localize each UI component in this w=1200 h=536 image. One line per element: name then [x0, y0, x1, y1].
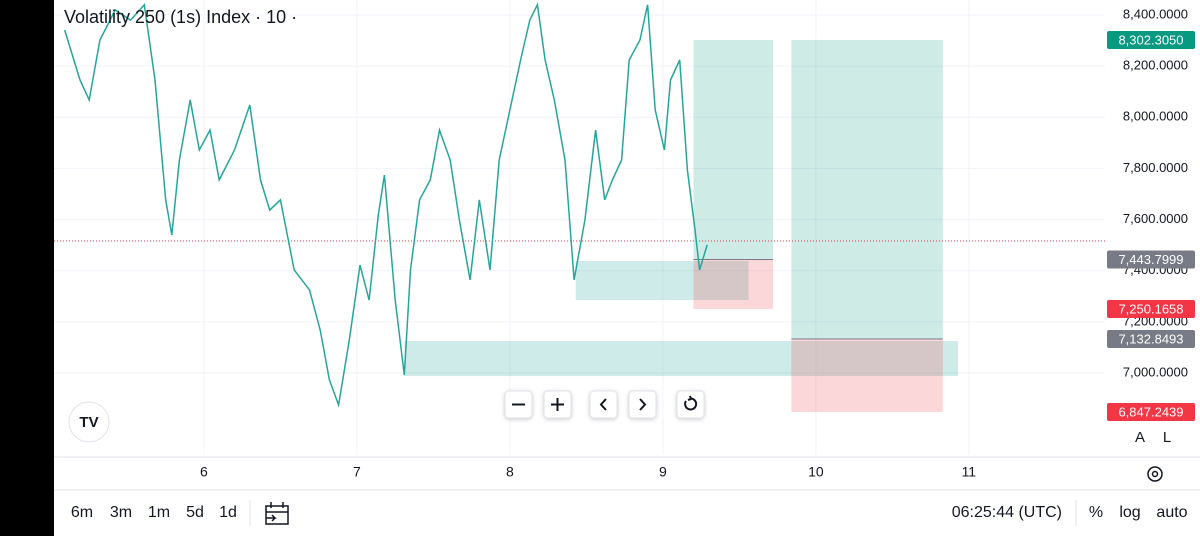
- target-zone: [791, 39, 943, 340]
- date-range-icon[interactable]: [265, 502, 289, 525]
- scale-button[interactable]: [1128, 427, 1152, 449]
- zone: [404, 341, 959, 377]
- y-tick-label: 7,600.0000: [1123, 211, 1188, 226]
- price-tag: [1107, 30, 1195, 49]
- timeframe[interactable]: 1m: [148, 504, 170, 521]
- chart-title: Volatility 250 (1s) Index · 10 ·: [64, 7, 297, 27]
- target-zone: [693, 39, 774, 260]
- logo[interactable]: [68, 401, 110, 443]
- x-tick-label: 7: [353, 464, 361, 480]
- scale-option[interactable]: log: [1119, 504, 1140, 521]
- x-tick-label: 10: [808, 464, 824, 480]
- plot: [54, 0, 1105, 455]
- left-edge: [0, 0, 54, 536]
- zone: [575, 260, 749, 301]
- y-tick-label: 8,200.0000: [1123, 58, 1188, 73]
- scale-button-label[interactable]: A: [1135, 429, 1145, 446]
- price-tag-label: 7,250.1658: [1118, 301, 1183, 316]
- price-tag: [1107, 403, 1195, 422]
- timeframe[interactable]: 1d: [219, 504, 237, 521]
- icon: [639, 398, 647, 411]
- scroll-right[interactable]: [628, 390, 657, 419]
- price-tag: [1107, 300, 1195, 319]
- timeframe[interactable]: 6m: [71, 504, 93, 521]
- x-tick-label: 6: [200, 464, 208, 480]
- scale-option[interactable]: %: [1089, 504, 1103, 521]
- stop-zone: [791, 339, 943, 413]
- clock: 06:25:44 (UTC): [952, 504, 1062, 521]
- price-line: [63, 2, 708, 408]
- y-tick-label: 7,800.0000: [1123, 160, 1188, 175]
- price-tag-label: 7,443.7999: [1118, 252, 1183, 267]
- timeframe[interactable]: 3m: [110, 504, 132, 521]
- y-tick-label: 7,000.0000: [1123, 364, 1188, 379]
- price-tag: [1107, 250, 1195, 269]
- price-tag-label: 8,302.3050: [1118, 32, 1183, 47]
- zoom-controls: [504, 390, 705, 419]
- x-tick-label: 9: [659, 464, 667, 480]
- bottom-bar: 6m 3m 1m 5d 1d% log auto: [71, 504, 1188, 521]
- icon: [551, 398, 564, 411]
- icon: [684, 395, 698, 411]
- scale-option[interactable]: auto: [1156, 504, 1187, 521]
- scroll-left[interactable]: [589, 390, 618, 419]
- reset[interactable]: [676, 390, 705, 419]
- price-tag-label: 7,132.8493: [1118, 331, 1183, 346]
- x-tick-label: 11: [962, 464, 977, 480]
- price-tag: [1107, 330, 1195, 349]
- price-tag-label: 6,847.2439: [1118, 404, 1183, 419]
- stop-zone: [693, 259, 774, 310]
- icon: [599, 398, 607, 411]
- scale-button-label[interactable]: L: [1163, 429, 1171, 446]
- y-tick-label: 8,000.0000: [1123, 109, 1188, 124]
- y-tick-label: 8,400.0000: [1123, 6, 1188, 21]
- timeframe[interactable]: 5d: [186, 504, 204, 521]
- x-tick-label: 8: [506, 464, 514, 480]
- logo-mark: TV: [79, 414, 98, 431]
- settings-icon[interactable]: [1147, 466, 1163, 482]
- settings-icon: [1151, 470, 1159, 478]
